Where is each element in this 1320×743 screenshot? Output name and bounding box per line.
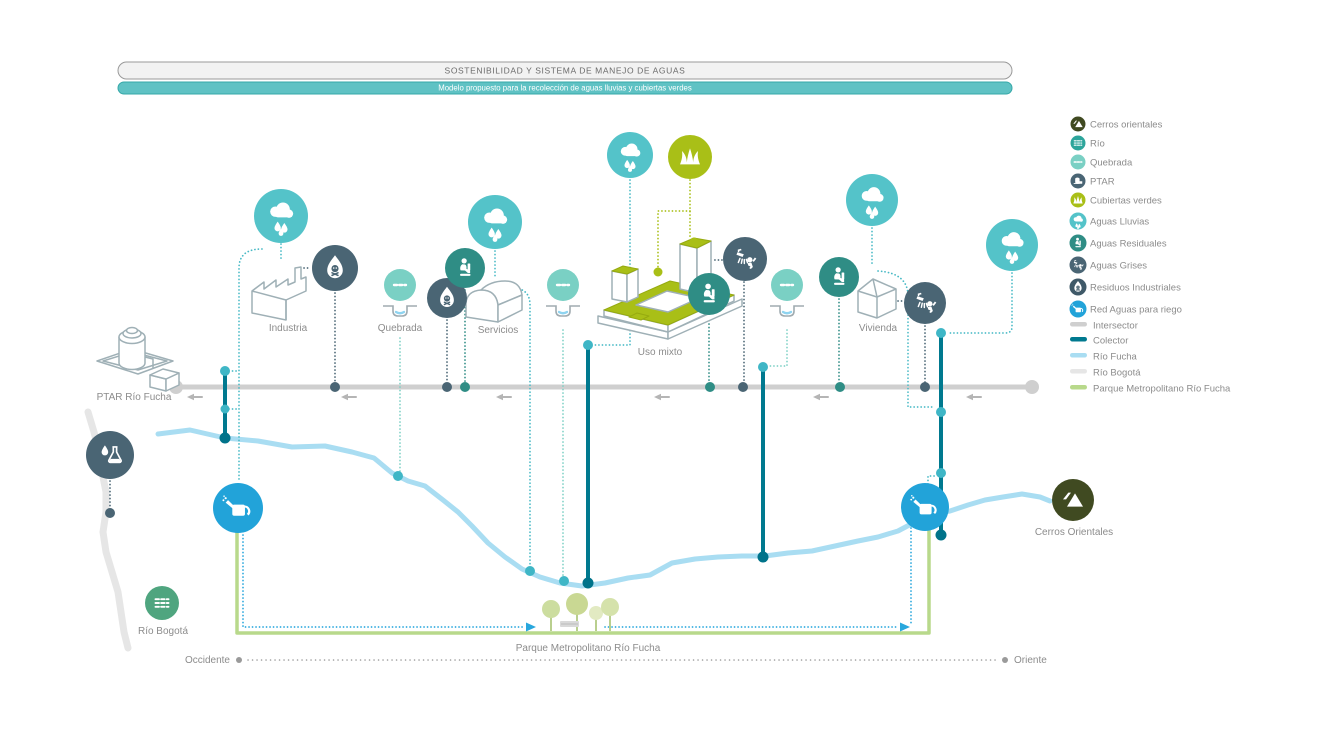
ptar-label: PTAR Río Fucha [97, 392, 172, 403]
channel-glyph [770, 305, 804, 317]
svg-text:Río: Río [1090, 139, 1105, 150]
legend-line-item: Colector [1070, 336, 1128, 347]
green-roof-connectors [653, 179, 699, 277]
housing-building [857, 278, 897, 319]
svg-text:Aguas Residuales: Aguas Residuales [1090, 239, 1167, 250]
housing-label: Vivienda [859, 323, 898, 334]
ptar-plant-drawing [96, 326, 180, 392]
services-building [465, 280, 523, 323]
irrigation-network-line [242, 520, 912, 632]
quebrada-icon [384, 269, 416, 301]
header: SOSTENIBILIDAD Y SISTEMA DE MANEJO DE AG… [117, 61, 1013, 95]
quebrada-icon [547, 269, 579, 301]
rio-bogota-icon [145, 586, 179, 620]
rain-cloud-icon [986, 219, 1038, 271]
legend-item: Aguas Residuales [1069, 234, 1167, 252]
greywater-icon [723, 237, 767, 281]
legend-item: Red Aguas para riego [1069, 300, 1182, 318]
legend-item: Quebrada [1070, 154, 1133, 170]
channel-glyph [383, 305, 417, 317]
west-label: Occidente [185, 655, 230, 666]
park-label: Parque Metropolitano Río Fucha [516, 643, 661, 654]
legend-line-item: Río Fucha [1070, 352, 1138, 363]
legend-item: Río [1070, 135, 1105, 151]
page-title: SOSTENIBILIDAD Y SISTEMA DE MANEJO DE AG… [445, 66, 686, 76]
svg-text:Cubiertas verdes: Cubiertas verdes [1090, 196, 1162, 207]
greywater-icon [904, 282, 946, 324]
irrigation-icon [213, 483, 263, 533]
legend-item: Aguas Grises [1069, 256, 1147, 274]
industrial-waste-icon [427, 278, 467, 318]
industry-building [251, 266, 307, 321]
rain-cloud-icon [468, 195, 522, 249]
sewage-icon [445, 248, 485, 288]
east-label: Oriente [1014, 655, 1047, 666]
collector-lines [223, 331, 943, 585]
hills-icon [1052, 479, 1094, 521]
svg-text:Quebrada: Quebrada [1090, 158, 1133, 169]
industry-label: Industria [269, 323, 308, 334]
legend-item: Cerros orientales [1070, 116, 1163, 132]
industrial-waste-icon [312, 245, 358, 291]
svg-text:Aguas Lluvias: Aguas Lluvias [1090, 217, 1149, 228]
green-roof-icon [668, 135, 712, 179]
park-bench [560, 621, 579, 627]
sewage-icon [819, 257, 859, 297]
mixed-use-label: Uso mixto [638, 347, 683, 358]
legend-item: Cubiertas verdes [1070, 192, 1162, 208]
title-bar [117, 61, 1013, 80]
irrigation-icon [901, 483, 949, 531]
svg-text:Red Aguas para riego: Red Aguas para riego [1090, 305, 1182, 316]
svg-text:Cerros orientales: Cerros orientales [1090, 120, 1163, 131]
channel-glyph [546, 305, 580, 317]
legend: Cerros orientales Río Quebrada PTAR Cubi… [1069, 116, 1231, 395]
legend-item: PTAR [1070, 173, 1115, 189]
orientation-axis [236, 657, 1008, 663]
svg-text:Parque Metropolitano Río Fucha: Parque Metropolitano Río Fucha [1093, 384, 1231, 395]
rain-cloud-icon [607, 132, 653, 178]
rain-cloud-icon [846, 174, 898, 226]
legend-item: Aguas Lluvias [1069, 212, 1149, 230]
junction-dots [105, 328, 947, 589]
hills-label: Cerros Orientales [1035, 527, 1113, 538]
flow-direction-arrows [187, 393, 982, 401]
legend-line-item: Intersector [1070, 321, 1138, 332]
quebrada-label: Quebrada [378, 323, 423, 334]
svg-text:Aguas Grises: Aguas Grises [1090, 261, 1147, 272]
quebrada-icon [771, 269, 803, 301]
subtitle-bar [117, 81, 1013, 95]
page-subtitle: Modelo propuesto para la recolección de … [438, 84, 692, 93]
park-trees [542, 593, 619, 631]
rio-bogota-label: Río Bogotá [138, 626, 188, 637]
svg-text:Río Fucha: Río Fucha [1093, 352, 1138, 363]
svg-text:PTAR: PTAR [1090, 177, 1115, 188]
svg-text:Colector: Colector [1093, 336, 1128, 347]
legend-item: Residuos Industriales [1069, 278, 1181, 296]
rain-cloud-icon [254, 189, 308, 243]
sewage-icon [688, 273, 730, 315]
svg-text:Intersector: Intersector [1093, 321, 1138, 332]
industrial-waste-flask-icon [86, 431, 134, 479]
shower-icon [1069, 256, 1087, 274]
svg-text:Río Bogotá: Río Bogotá [1093, 368, 1141, 379]
legend-line-item: Parque Metropolitano Río Fucha [1070, 384, 1231, 395]
park-line [235, 519, 931, 635]
legend-line-item: Río Bogotá [1070, 368, 1141, 379]
svg-text:Residuos Industriales: Residuos Industriales [1090, 283, 1181, 294]
services-label: Servicios [478, 325, 519, 336]
